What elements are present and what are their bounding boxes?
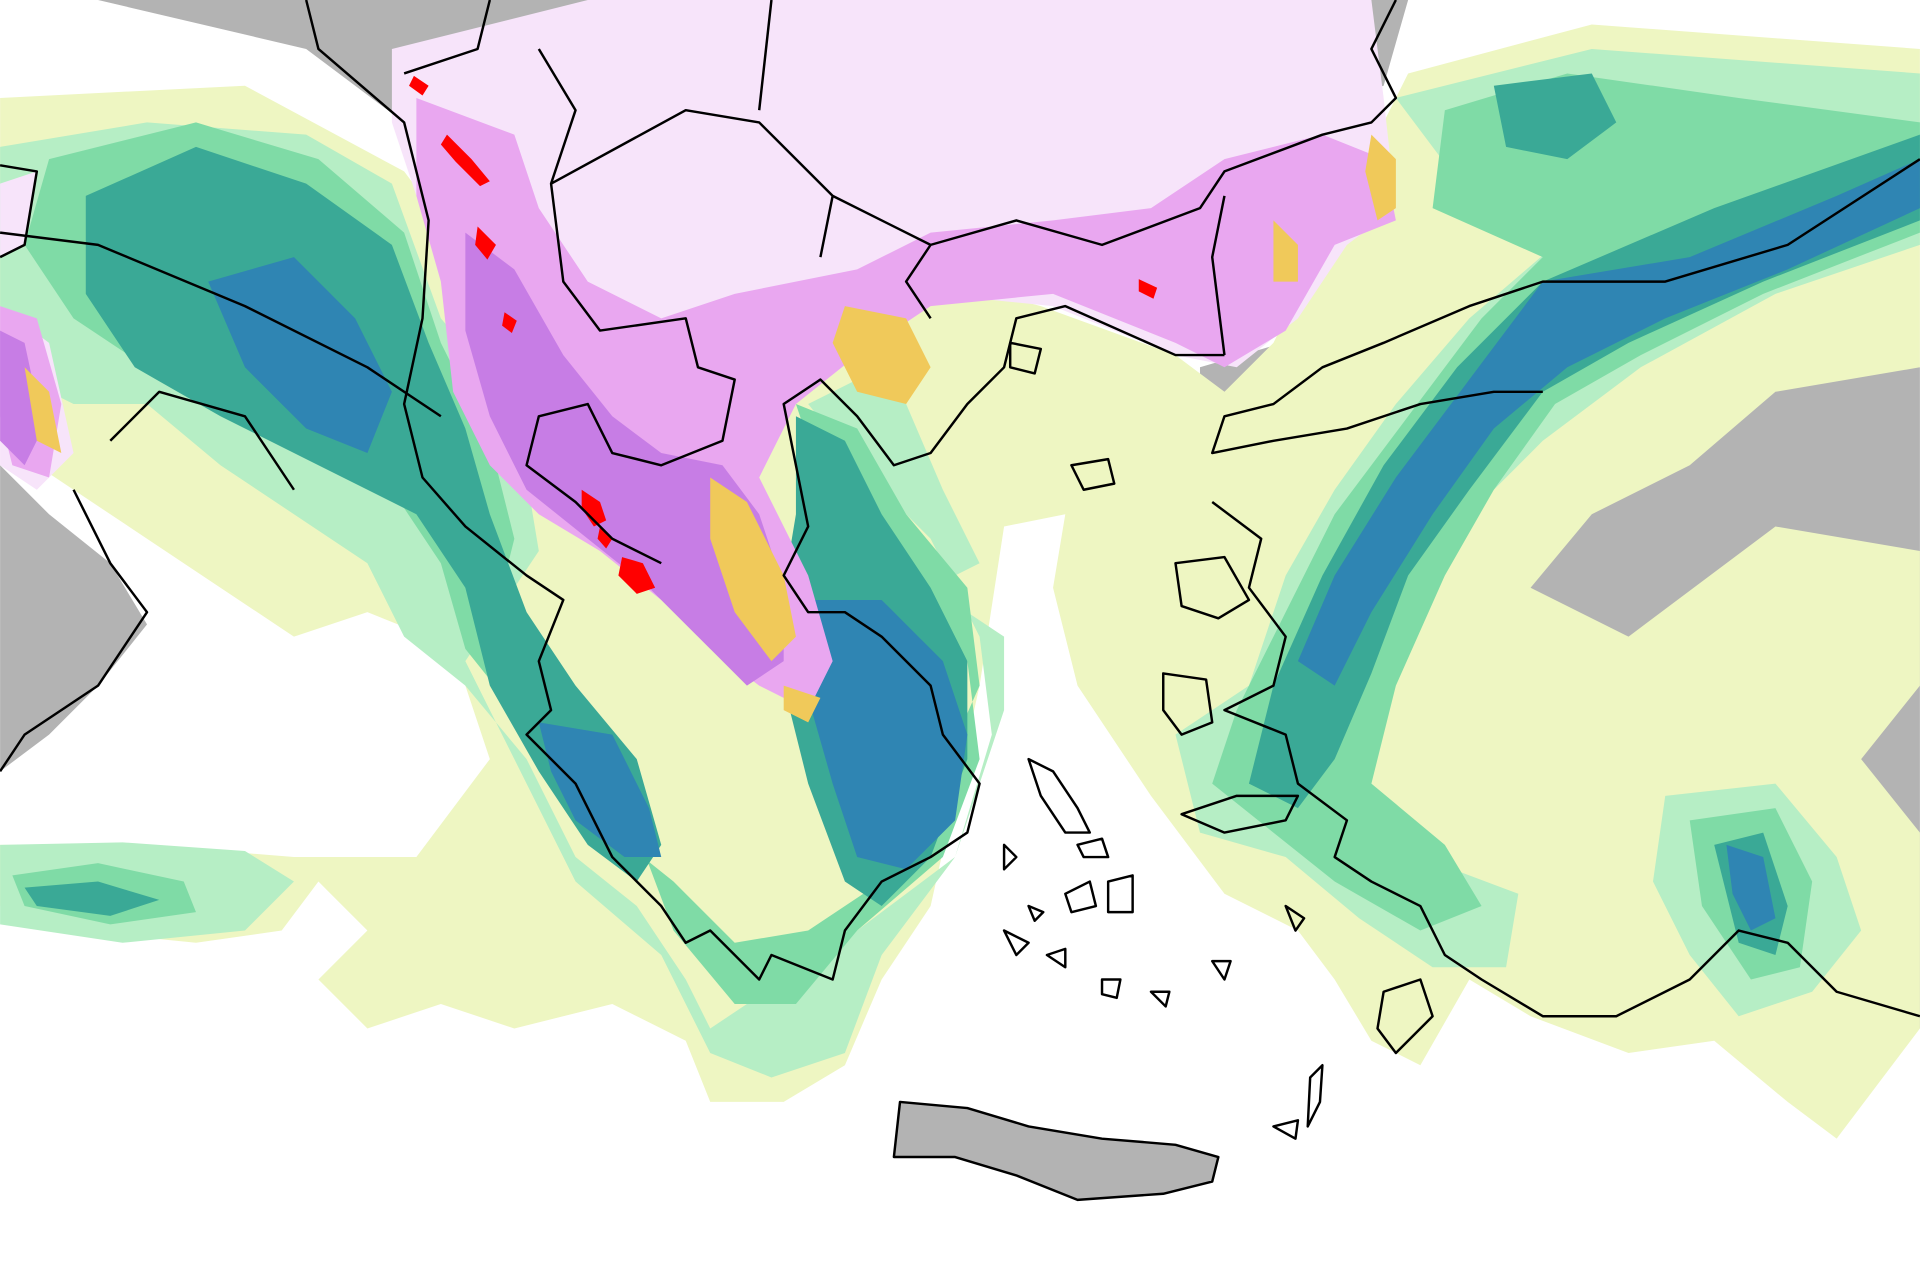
small-islands bbox=[1002, 837, 1324, 1140]
precip-extreme-east bbox=[1297, 159, 1920, 686]
coastline-italy bbox=[0, 164, 442, 773]
snow-heavy bbox=[465, 232, 784, 686]
coastline-anatolia bbox=[1210, 158, 1920, 1018]
precip-very-heavy-ionian bbox=[24, 881, 160, 916]
snow-heavy-italy bbox=[0, 330, 43, 466]
national-borders bbox=[403, 0, 1398, 565]
land-crete bbox=[893, 1101, 1219, 1200]
precip-extreme-adriatic bbox=[208, 257, 392, 454]
islands bbox=[892, 341, 1434, 1202]
land-dry-italy bbox=[0, 465, 148, 772]
precip-extreme-evia bbox=[808, 599, 968, 870]
precip-extreme-west-greece bbox=[538, 722, 662, 858]
coastline-balkans bbox=[304, 0, 1225, 981]
precip-extreme-southeast bbox=[1726, 844, 1776, 931]
snow-light-extra bbox=[0, 12, 1164, 490]
